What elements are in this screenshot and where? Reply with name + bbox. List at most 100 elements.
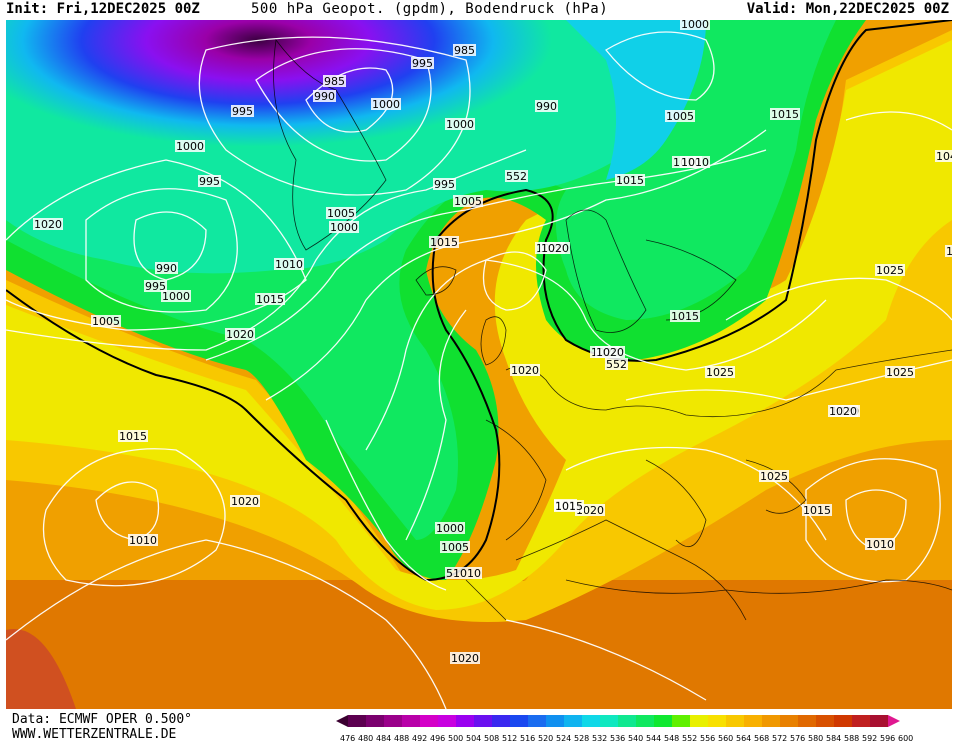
- contour-552-west: [6, 20, 952, 582]
- isobar-label: 995: [433, 178, 456, 191]
- isobar-label: 1015: [554, 500, 584, 513]
- color-scale-tick-label: 476: [340, 734, 356, 743]
- color-scale-swatch: [600, 715, 618, 727]
- isobar-label-text: 103: [946, 245, 952, 258]
- color-scale-arrow-right: [888, 715, 900, 727]
- isobar-label-text: 1000: [176, 140, 204, 153]
- isobar-label: 1000: [680, 20, 710, 31]
- isobar-label-text: 1025: [886, 366, 914, 379]
- isobar-label: 1000: [161, 290, 191, 303]
- color-scale-swatch: [690, 715, 708, 727]
- isobar-label-text: 995: [145, 280, 166, 293]
- color-scale-tick-label: 572: [772, 734, 788, 743]
- isobar-label-text: 1000: [436, 522, 464, 535]
- isobar-label: 995: [198, 175, 221, 188]
- isobar-label: 990: [155, 262, 178, 275]
- isobar-label-text: 990: [314, 90, 335, 103]
- fill-deep-orange-southwest: [6, 628, 76, 709]
- isobar-label-text: 1005: [92, 315, 120, 328]
- isobar-label: 1015: [802, 504, 832, 517]
- fill-orange-south: [6, 580, 952, 709]
- color-scale-tick-label: 580: [808, 734, 824, 743]
- isobar-label: 103: [945, 245, 952, 258]
- isobar-label: 995: [231, 105, 254, 118]
- color-scale-swatch: [366, 715, 384, 727]
- color-scale-swatch: [726, 715, 744, 727]
- isobar-label: 1020: [828, 405, 858, 418]
- color-scale-arrow-left: [336, 715, 348, 727]
- color-scale-swatch: [510, 715, 528, 727]
- color-scale-swatch: [528, 715, 546, 727]
- isobar-label-text: 1010: [275, 258, 303, 271]
- isobar-label-text: 995: [232, 105, 253, 118]
- isobar-label: 1000: [435, 522, 465, 535]
- color-scale-tick-label: 568: [754, 734, 770, 743]
- isobar-label-text: 1040: [936, 150, 952, 163]
- isobar-label: 51010: [445, 567, 482, 580]
- isobar-label-text: 1000: [372, 98, 400, 111]
- color-scale-tick-label: 528: [574, 734, 590, 743]
- color-scale-swatch: [420, 715, 438, 727]
- valid-time: Valid: Mon,22DEC2025 00Z: [746, 1, 949, 17]
- isobar-label: 995: [144, 280, 167, 293]
- color-scale-tick-label: 496: [430, 734, 446, 743]
- isobar-label-text: 1020: [541, 242, 569, 255]
- color-scale-swatch: [474, 715, 492, 727]
- isobar-label-text: 1015: [119, 430, 147, 443]
- isobar-label-text: 1005: [327, 207, 355, 220]
- color-scale-tick-label: 484: [376, 734, 392, 743]
- isobar-label-text: 51010: [446, 567, 481, 580]
- isobar-label: 1000: [329, 221, 359, 234]
- color-scale-tick-label: 488: [394, 734, 410, 743]
- isobar-label: 1005: [91, 315, 121, 328]
- isobar-label-text: 1000: [446, 118, 474, 131]
- data-source-label: Data: ECMWF OPER 0.500°: [12, 712, 193, 727]
- isobar-label-text: 1025: [876, 264, 904, 277]
- isobar-label: 1005: [440, 541, 470, 554]
- color-scale-swatch: [456, 715, 474, 727]
- color-scale-swatch: [582, 715, 600, 727]
- isobar-label-text: 990: [156, 262, 177, 275]
- color-scale-tick-label: 520: [538, 734, 554, 743]
- isobar-label-text: 985: [454, 44, 475, 57]
- isobar-label: 1020: [33, 218, 63, 231]
- isobar-label-text: 985: [324, 75, 345, 88]
- color-scale-swatch: [798, 715, 816, 727]
- isobar-label: 1025: [705, 366, 735, 379]
- isobar-label: 1015: [615, 174, 645, 187]
- isobar-label-text: 1015: [430, 236, 458, 249]
- isobar-label-text: 1015: [256, 293, 284, 306]
- isobar-label: 1000: [445, 118, 475, 131]
- isobar-label: 1005: [326, 207, 356, 220]
- isobar-label: 985: [453, 44, 476, 57]
- isobar-label-text: 1000: [681, 20, 709, 31]
- isobar-label: 1040: [935, 150, 952, 163]
- isobar-label: 990: [313, 90, 336, 103]
- isobar-label-text: 1020: [34, 218, 62, 231]
- isobar-label: 1015: [770, 108, 800, 121]
- color-scale-swatch: [492, 715, 510, 727]
- isobar-label-text: 552: [606, 358, 627, 371]
- isobar-label: 1015: [670, 310, 700, 323]
- color-scale-swatch: [402, 715, 420, 727]
- isobar-label: 995: [411, 57, 434, 70]
- color-scale-swatch: [438, 715, 456, 727]
- isobar-label-text: 1010: [129, 534, 157, 547]
- isobar-label-text: 1015: [671, 310, 699, 323]
- color-scale-tick-label: 592: [862, 734, 878, 743]
- color-scale-bar: [336, 715, 900, 727]
- isobar-label-text: 1020: [596, 346, 624, 359]
- isobar-label-text: 995: [434, 178, 455, 191]
- color-scale-swatch: [672, 715, 690, 727]
- color-scale-swatch: [654, 715, 672, 727]
- color-scale-tick-label: 552: [682, 734, 698, 743]
- color-scale-swatch: [636, 715, 654, 727]
- isobar-label-text: 1020: [451, 652, 479, 665]
- isobar-label: 1005: [665, 110, 695, 123]
- color-scale-legend: 476 480 484 488 492 496 500 504 508 512 516 520 524 5…: [336, 713, 956, 743]
- color-scale-swatch: [870, 715, 888, 727]
- color-scale-tick-label: 536: [610, 734, 626, 743]
- isobar-label-text: 1010: [681, 156, 709, 169]
